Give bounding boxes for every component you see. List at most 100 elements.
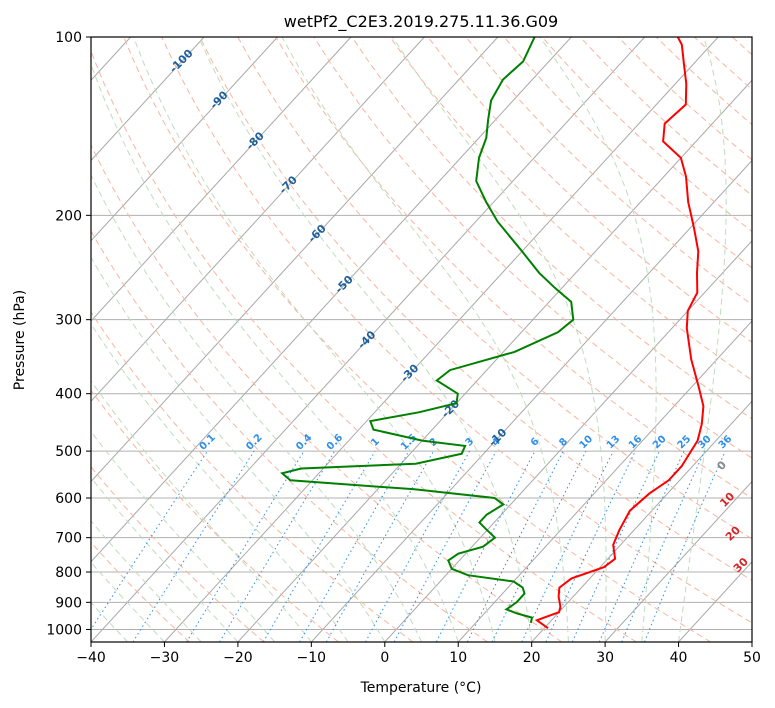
mixing-ratio-label: 1 xyxy=(369,436,382,449)
mixing-ratio-line xyxy=(393,450,497,642)
dewpoint-profile-line xyxy=(280,37,575,624)
dry-adiabat-line xyxy=(351,37,752,420)
mixing-ratio-label: 0.4 xyxy=(294,432,314,452)
moist-adiabat-line xyxy=(133,37,496,642)
mixing-ratio-line xyxy=(365,450,471,642)
moist-adiabat-line xyxy=(91,323,349,642)
dry-adiabat-line xyxy=(503,37,752,269)
isotherm-line xyxy=(751,641,752,642)
dry-adiabat-line xyxy=(91,541,190,642)
mixing-ratio-line xyxy=(262,450,376,642)
dry-adiabat-line xyxy=(579,37,752,196)
lcl-label: 20 xyxy=(723,523,743,543)
x-tick-label: −20 xyxy=(223,650,253,666)
moist-adiabat-line xyxy=(91,173,422,642)
y-tick-label: 500 xyxy=(55,444,82,460)
moist-adiabat-line xyxy=(197,37,533,642)
dry-adiabat-line xyxy=(237,37,752,540)
isotherm-line xyxy=(531,400,752,642)
mixing-ratio-label: 13 xyxy=(605,434,623,452)
x-tick-label: 30 xyxy=(596,650,614,666)
x-axis-label: Temperature (°C) xyxy=(360,680,482,696)
moist-adiabat-line xyxy=(281,37,569,642)
moist-adiabat-line xyxy=(392,37,607,642)
dry-adiabat-line xyxy=(91,389,339,642)
isotherm-line xyxy=(457,320,752,642)
mixing-ratio-line xyxy=(325,450,435,642)
y-tick-label: 700 xyxy=(55,531,82,547)
isotherm-line xyxy=(91,37,572,563)
mixing-ratio-line xyxy=(491,450,587,642)
moist-adiabat-line xyxy=(91,430,275,642)
y-tick-label: 400 xyxy=(55,387,82,403)
isotherm-line xyxy=(604,480,752,642)
lcl-label: 40 xyxy=(749,583,769,603)
isotherm-line xyxy=(91,37,352,322)
dry-adiabat-line xyxy=(275,37,752,499)
x-tick-label: 50 xyxy=(743,650,761,666)
isotherm-line xyxy=(91,37,646,642)
isotherm-line xyxy=(91,37,205,162)
mixing-ratio-label: 0.2 xyxy=(244,432,264,452)
dry-adiabat-line xyxy=(91,465,265,642)
dry-adiabat-line xyxy=(389,37,752,381)
dry-adiabat-line xyxy=(91,144,563,642)
y-axis-label: Pressure (hPa) xyxy=(12,290,28,390)
chart-title: wetPf2_C2E3.2019.275.11.36.G09 xyxy=(284,12,558,32)
dry-adiabat-line xyxy=(465,37,752,306)
moist-adiabat-line xyxy=(91,63,459,642)
dry-adiabat-line xyxy=(313,37,752,459)
mixing-ratio-label: 6 xyxy=(529,436,542,449)
y-tick-label: 900 xyxy=(55,595,82,611)
lcl-label: 10 xyxy=(717,490,737,510)
axis-ticks: −40 −30 −20 −10 0 10 20 30 40 5010020030040050060… xyxy=(46,30,761,666)
moist-adiabat-line xyxy=(91,476,239,642)
mixing-ratio-label: 0.6 xyxy=(325,432,345,452)
mixing-ratio-label: 8 xyxy=(557,436,570,449)
x-tick-label: 10 xyxy=(449,650,467,666)
dry-adiabat-line xyxy=(91,230,488,642)
isotherm-line xyxy=(91,37,425,403)
mixing-ratio-label: 20 xyxy=(651,434,669,452)
isotherm-line xyxy=(237,79,752,642)
y-tick-label: 1000 xyxy=(46,622,82,638)
dry-adiabat-line xyxy=(427,37,752,343)
isotherm-line xyxy=(91,37,278,242)
dry-adiabat-line xyxy=(123,37,712,642)
temperature-profile-line xyxy=(534,37,705,630)
y-tick-label: 800 xyxy=(55,565,82,581)
isotherm-line xyxy=(678,561,752,642)
mixing-ratio-line xyxy=(299,450,410,642)
isotherm-line xyxy=(0,37,57,642)
y-tick-label: 600 xyxy=(55,491,82,507)
mixing-ratio-line xyxy=(545,450,636,642)
mixing-ratio-line xyxy=(91,450,208,631)
mixing-ratio-line xyxy=(644,450,726,642)
isotherm-line xyxy=(164,37,719,642)
x-tick-label: −40 xyxy=(76,650,106,666)
mixing-ratio-line xyxy=(571,450,660,642)
plot-area: 0.1 0.2 0.4 0.6 1 1.5 2 3 4 6 8 10 13 16 20 25 30 36-100-… xyxy=(0,37,769,642)
x-tick-label: −30 xyxy=(150,650,180,666)
y-tick-label: 100 xyxy=(55,30,82,46)
dry-adiabat-line xyxy=(731,37,752,56)
x-tick-label: 40 xyxy=(670,650,688,666)
dry-adiabat-line xyxy=(91,49,637,642)
isotherm-line xyxy=(91,37,499,483)
dry-adiabat-line xyxy=(541,37,752,232)
mixing-ratio-label: 10 xyxy=(578,434,596,452)
dry-adiabat-line xyxy=(655,37,752,126)
mixing-ratio-label: 16 xyxy=(627,434,645,452)
dry-adiabat-line xyxy=(161,37,752,624)
plot-frame xyxy=(90,36,753,643)
mixing-ratio-label: 0.1 xyxy=(198,432,218,452)
mixing-ratio-line xyxy=(598,450,685,642)
x-tick-label: 0 xyxy=(380,650,389,666)
mixing-ratio-line xyxy=(521,450,614,642)
mixing-ratio-line xyxy=(219,450,336,642)
mixing-ratio-line xyxy=(186,450,305,642)
y-tick-label: 300 xyxy=(55,313,82,329)
moist-adiabat-line xyxy=(91,256,386,642)
moist-adiabat-line xyxy=(91,380,312,642)
